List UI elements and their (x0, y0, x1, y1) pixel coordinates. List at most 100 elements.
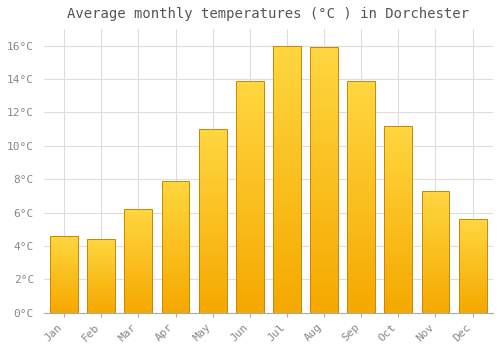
Bar (162, 262, 190, 265)
Bar (88, 294, 115, 295)
Bar (384, 186, 412, 189)
Bar (50, 244, 78, 245)
Bar (50, 260, 78, 262)
Bar (50, 262, 78, 264)
Bar (124, 219, 152, 222)
Bar (422, 191, 450, 313)
Bar (348, 243, 375, 248)
Bar (124, 280, 152, 282)
Bar (198, 250, 226, 254)
Bar (162, 305, 190, 307)
Bar (50, 268, 78, 270)
Bar (273, 179, 301, 184)
Bar (422, 279, 450, 281)
Bar (162, 281, 190, 284)
Bar (50, 247, 78, 248)
Bar (422, 288, 450, 291)
Bar (348, 90, 375, 95)
Bar (348, 113, 375, 118)
Bar (422, 220, 450, 223)
Bar (273, 78, 301, 83)
Bar (50, 242, 78, 244)
Bar (458, 240, 486, 242)
Bar (88, 296, 115, 298)
Bar (348, 81, 375, 313)
Bar (198, 276, 226, 280)
Bar (384, 238, 412, 242)
Bar (88, 239, 115, 313)
Bar (198, 272, 226, 276)
Bar (384, 287, 412, 290)
Bar (50, 256, 78, 257)
Bar (124, 257, 152, 259)
Bar (348, 308, 375, 313)
Bar (50, 302, 78, 303)
Bar (384, 130, 412, 133)
Bar (348, 95, 375, 99)
Bar (236, 164, 264, 169)
Bar (50, 273, 78, 274)
Bar (50, 300, 78, 302)
Bar (422, 257, 450, 259)
Bar (348, 225, 375, 229)
Bar (310, 138, 338, 143)
Bar (236, 257, 264, 262)
Bar (422, 242, 450, 244)
Bar (88, 244, 115, 245)
Bar (384, 163, 412, 167)
Bar (50, 311, 78, 313)
Bar (273, 195, 301, 201)
Bar (458, 230, 486, 232)
Bar (310, 47, 338, 53)
Bar (162, 276, 190, 278)
Bar (236, 262, 264, 266)
Bar (124, 267, 152, 269)
Bar (310, 175, 338, 180)
Bar (236, 294, 264, 299)
Bar (162, 226, 190, 228)
Bar (50, 294, 78, 296)
Bar (384, 290, 412, 294)
Bar (162, 310, 190, 313)
Bar (273, 142, 301, 147)
Bar (422, 205, 450, 208)
Bar (422, 208, 450, 210)
Bar (310, 95, 338, 100)
Bar (384, 260, 412, 264)
Bar (50, 291, 78, 293)
Bar (273, 94, 301, 99)
Bar (124, 275, 152, 278)
Bar (384, 189, 412, 193)
Bar (124, 296, 152, 298)
Bar (310, 106, 338, 111)
Bar (88, 272, 115, 273)
Bar (348, 197, 375, 201)
Bar (273, 104, 301, 110)
Bar (273, 46, 301, 51)
Bar (458, 241, 486, 244)
Bar (162, 231, 190, 233)
Bar (384, 174, 412, 178)
Bar (50, 248, 78, 250)
Bar (273, 217, 301, 222)
Bar (236, 243, 264, 248)
Bar (162, 194, 190, 197)
Bar (162, 260, 190, 262)
Bar (384, 148, 412, 152)
Bar (458, 287, 486, 288)
Bar (273, 211, 301, 217)
Bar (273, 270, 301, 275)
Bar (458, 305, 486, 307)
Bar (310, 58, 338, 63)
Bar (422, 298, 450, 300)
Bar (50, 285, 78, 287)
Bar (236, 81, 264, 85)
Bar (124, 290, 152, 292)
Bar (124, 253, 152, 255)
Bar (458, 279, 486, 281)
Bar (273, 131, 301, 136)
Bar (310, 191, 338, 196)
Bar (384, 167, 412, 171)
Bar (273, 120, 301, 126)
Bar (124, 273, 152, 275)
